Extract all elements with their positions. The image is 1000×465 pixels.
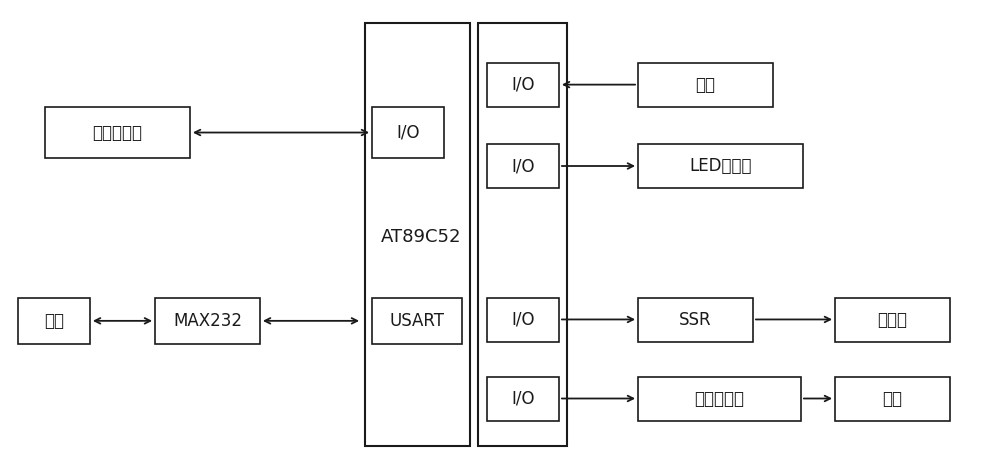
Bar: [487, 144, 559, 188]
Text: LED数码管: LED数码管: [689, 157, 752, 175]
Text: 按键: 按键: [696, 76, 716, 94]
Text: I/O: I/O: [511, 311, 535, 329]
Text: 主机: 主机: [44, 312, 64, 330]
Bar: [638, 377, 801, 421]
Bar: [45, 107, 190, 158]
Text: USART: USART: [390, 312, 444, 330]
Text: 加热器: 加热器: [878, 311, 908, 329]
Bar: [478, 23, 567, 446]
Bar: [18, 298, 90, 344]
Bar: [638, 298, 753, 342]
Text: MAX232: MAX232: [173, 312, 242, 330]
Bar: [372, 107, 444, 158]
Bar: [487, 298, 559, 342]
Bar: [487, 63, 559, 107]
Bar: [365, 23, 470, 446]
Bar: [835, 377, 950, 421]
Bar: [638, 144, 803, 188]
Text: 电机: 电机: [883, 390, 902, 408]
Bar: [835, 298, 950, 342]
Text: SSR: SSR: [679, 311, 712, 329]
Bar: [638, 63, 773, 107]
Text: I/O: I/O: [396, 124, 420, 141]
Bar: [487, 377, 559, 421]
Text: I/O: I/O: [511, 390, 535, 408]
Text: AT89C52: AT89C52: [381, 228, 462, 246]
Text: I/O: I/O: [511, 76, 535, 94]
Bar: [155, 298, 260, 344]
Bar: [372, 298, 462, 344]
Text: 测温传感器: 测温传感器: [92, 124, 143, 141]
Text: I/O: I/O: [511, 157, 535, 175]
Text: 电磁继电器: 电磁继电器: [694, 390, 744, 408]
